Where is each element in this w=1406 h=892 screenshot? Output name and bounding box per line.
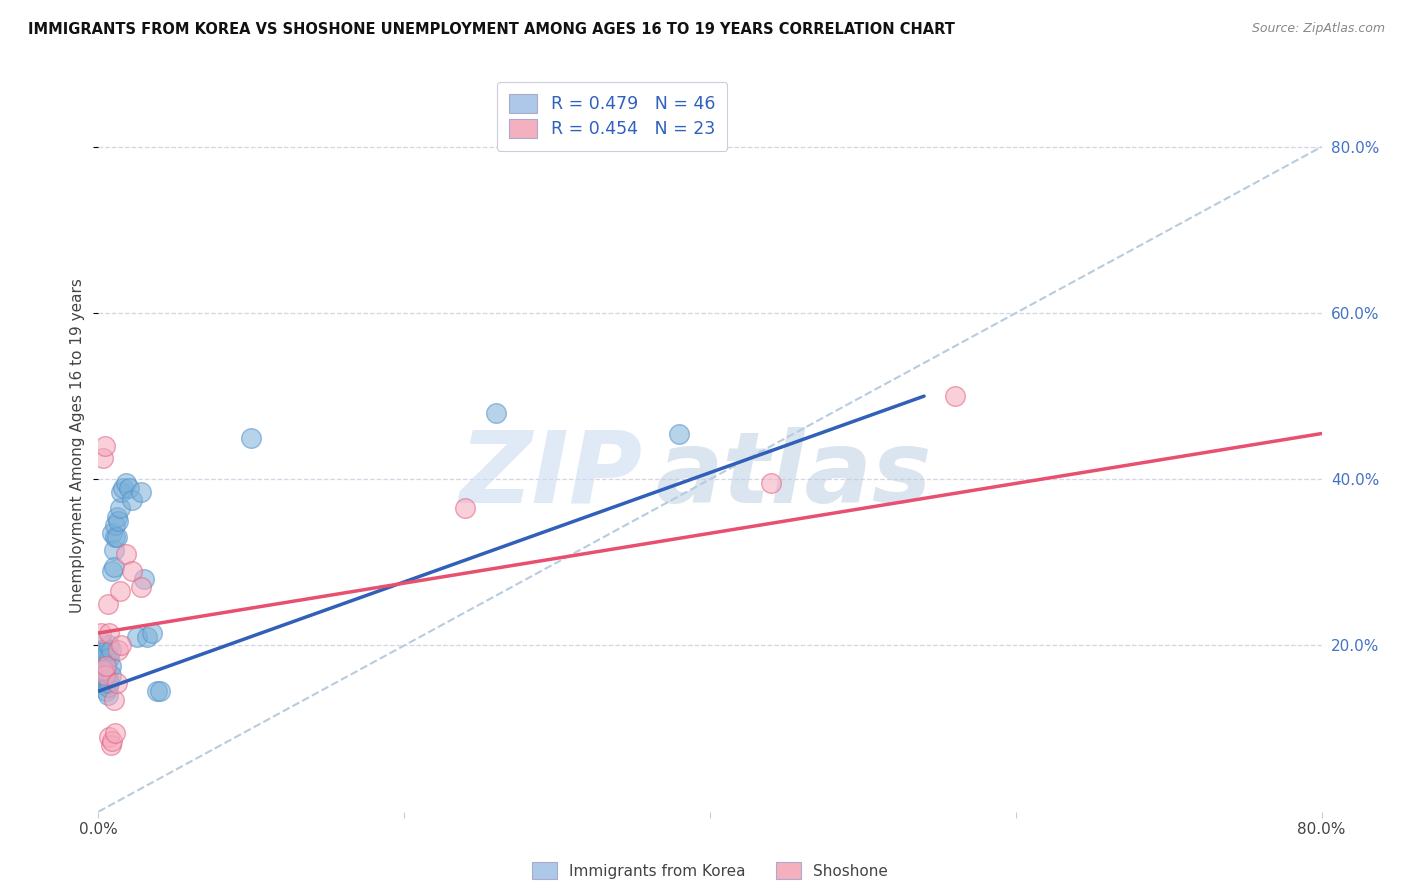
Point — [110, 639, 132, 653]
Point — [100, 642, 122, 657]
Point — [100, 667, 122, 681]
Point — [97, 672, 120, 686]
Point — [110, 484, 132, 499]
Point — [145, 684, 167, 698]
Point — [100, 659, 122, 673]
Text: IMMIGRANTS FROM KOREA VS SHOSHONE UNEMPLOYMENT AMONG AGES 16 TO 19 YEARS CORRELA: IMMIGRANTS FROM KOREA VS SHOSHONE UNEMPL… — [28, 22, 955, 37]
Point — [91, 667, 114, 681]
Point — [98, 639, 121, 653]
Point — [94, 684, 117, 698]
Point — [115, 547, 138, 561]
Point — [141, 626, 163, 640]
Point — [101, 564, 124, 578]
Point — [94, 651, 117, 665]
Point — [111, 481, 134, 495]
Text: ZIP: ZIP — [460, 426, 643, 524]
Point — [93, 439, 115, 453]
Point — [104, 725, 127, 739]
Point — [103, 542, 125, 557]
Point — [129, 580, 152, 594]
Point — [97, 689, 120, 703]
Point — [98, 651, 121, 665]
Point — [105, 509, 128, 524]
Point — [93, 659, 115, 673]
Point — [90, 634, 112, 648]
Point — [97, 597, 120, 611]
Point — [98, 626, 121, 640]
Point — [136, 630, 159, 644]
Point — [149, 684, 172, 698]
Point — [454, 501, 477, 516]
Point — [91, 451, 114, 466]
Text: atlas: atlas — [655, 426, 932, 524]
Point — [107, 514, 129, 528]
Point — [91, 664, 114, 678]
Legend: Immigrants from Korea, Shoshone: Immigrants from Korea, Shoshone — [523, 854, 897, 888]
Point — [94, 659, 117, 673]
Point — [134, 572, 156, 586]
Point — [91, 664, 114, 678]
Text: Source: ZipAtlas.com: Source: ZipAtlas.com — [1251, 22, 1385, 36]
Point — [103, 692, 125, 706]
Point — [107, 642, 129, 657]
Point — [94, 676, 117, 690]
Point — [108, 501, 131, 516]
Point — [94, 647, 117, 661]
Point — [129, 484, 152, 499]
Point — [104, 530, 127, 544]
Point — [103, 559, 125, 574]
Point — [105, 676, 128, 690]
Point — [108, 584, 131, 599]
Point — [105, 530, 128, 544]
Point — [93, 676, 115, 690]
Y-axis label: Unemployment Among Ages 16 to 19 years: Unemployment Among Ages 16 to 19 years — [70, 278, 86, 614]
Point — [90, 626, 112, 640]
Point — [100, 738, 122, 752]
Point — [98, 676, 121, 690]
Point — [118, 481, 141, 495]
Point — [115, 476, 138, 491]
Point — [97, 680, 120, 694]
Point — [104, 518, 127, 533]
Point — [98, 730, 121, 744]
Point — [943, 389, 966, 403]
Point — [668, 426, 690, 441]
Point — [121, 493, 143, 508]
Point — [240, 431, 263, 445]
Point — [101, 526, 124, 541]
Point — [101, 734, 124, 748]
Point — [91, 659, 114, 673]
Point — [90, 642, 112, 657]
Point — [125, 630, 148, 644]
Point — [93, 667, 115, 681]
Point — [759, 476, 782, 491]
Point — [485, 406, 508, 420]
Point — [121, 564, 143, 578]
Point — [93, 667, 115, 681]
